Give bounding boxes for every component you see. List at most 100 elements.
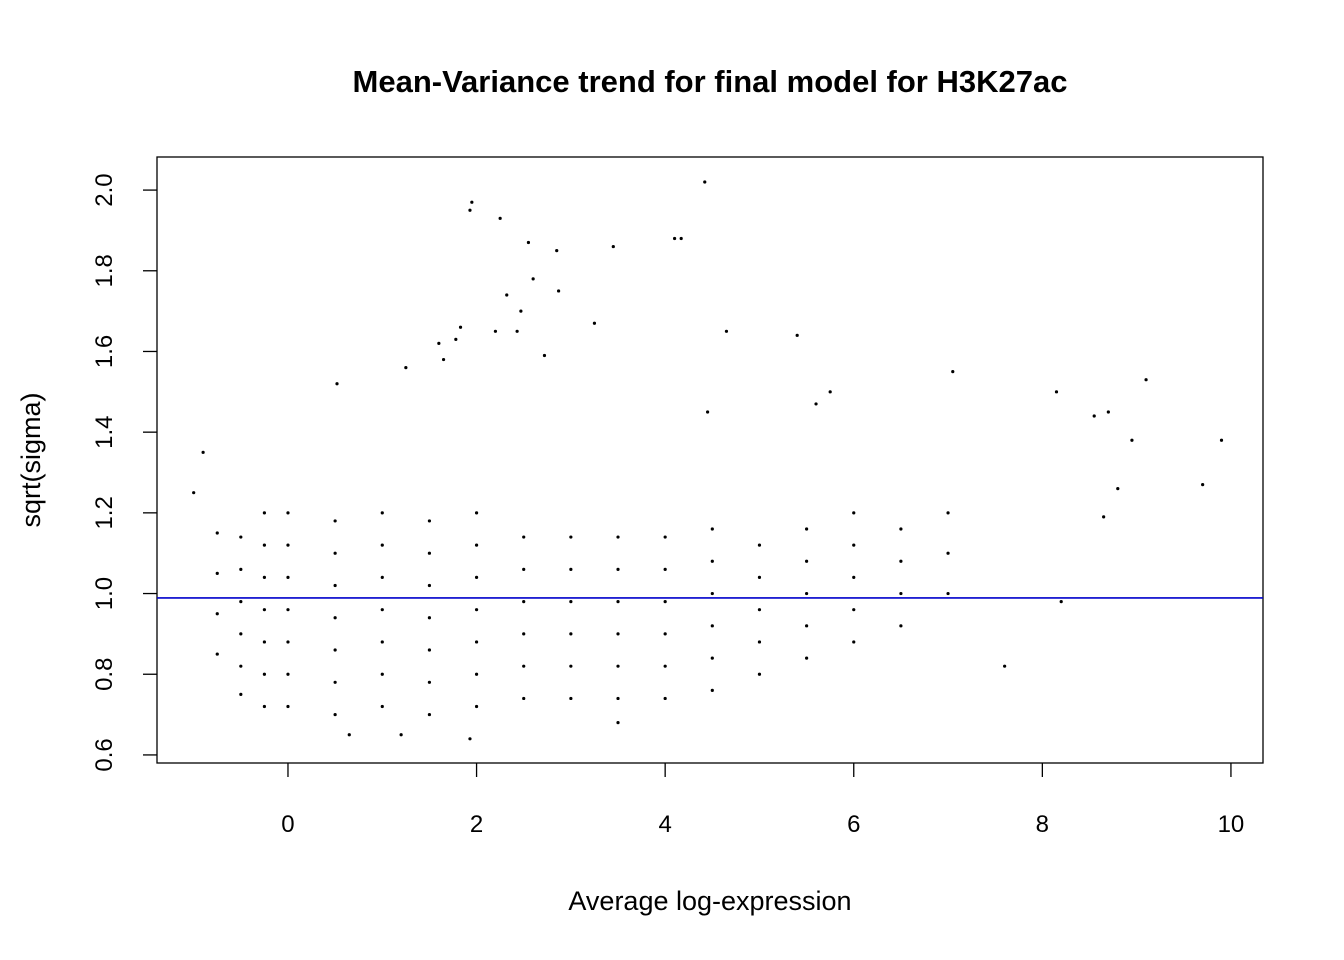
- point: [592, 321, 597, 325]
- point: [705, 410, 710, 414]
- point: [347, 733, 351, 737]
- point: [474, 543, 479, 547]
- point: [519, 309, 523, 313]
- point: [1106, 410, 1110, 414]
- point: [262, 704, 267, 709]
- point: [522, 664, 526, 668]
- point: [852, 511, 856, 515]
- point: [454, 337, 458, 341]
- point: [286, 640, 290, 644]
- y-axis-label: sqrt(sigma): [16, 392, 46, 527]
- point: [805, 656, 809, 660]
- point: [616, 567, 620, 571]
- point: [805, 624, 809, 628]
- point: [710, 559, 714, 563]
- point: [333, 616, 337, 620]
- point: [333, 551, 337, 555]
- point: [1144, 378, 1148, 382]
- point: [663, 632, 667, 636]
- point: [380, 640, 384, 644]
- point: [805, 527, 809, 531]
- point: [663, 696, 667, 701]
- point: [474, 575, 479, 580]
- point: [380, 511, 384, 515]
- point: [663, 664, 667, 668]
- point: [569, 664, 573, 668]
- point: [616, 632, 620, 636]
- point: [679, 236, 683, 241]
- point: [474, 608, 479, 612]
- point: [427, 583, 432, 588]
- point: [262, 511, 267, 515]
- point: [404, 366, 408, 370]
- point: [286, 543, 290, 547]
- point: [286, 608, 290, 612]
- point: [215, 531, 219, 535]
- point: [470, 200, 474, 204]
- point: [757, 672, 762, 676]
- point: [663, 600, 667, 604]
- point: [427, 551, 432, 555]
- y-tick-label: 1.4: [91, 415, 118, 448]
- x-tick-label: 0: [281, 811, 294, 838]
- point: [286, 672, 290, 676]
- point: [946, 591, 950, 596]
- point: [852, 640, 856, 644]
- point: [333, 519, 337, 523]
- point: [380, 543, 384, 547]
- point: [239, 567, 243, 571]
- point: [1092, 414, 1096, 418]
- point: [1059, 600, 1063, 604]
- point: [498, 216, 502, 220]
- point: [522, 632, 526, 636]
- point: [505, 293, 509, 297]
- point: [335, 382, 339, 386]
- point: [814, 402, 818, 406]
- point: [215, 571, 219, 575]
- y-tick-label: 0.6: [91, 738, 118, 771]
- point: [1054, 390, 1059, 394]
- point: [852, 575, 856, 580]
- point: [899, 591, 903, 596]
- point: [474, 672, 479, 676]
- point: [333, 648, 337, 652]
- point: [427, 616, 432, 620]
- point: [616, 664, 620, 668]
- point: [555, 249, 559, 253]
- point: [951, 370, 955, 374]
- point: [333, 680, 337, 684]
- point: [427, 519, 432, 523]
- point: [474, 704, 479, 709]
- point: [239, 600, 243, 604]
- point: [569, 567, 573, 571]
- point: [239, 664, 243, 668]
- y-tick-label: 1.6: [91, 335, 118, 368]
- point: [1201, 483, 1205, 487]
- point: [569, 632, 573, 636]
- point: [852, 543, 856, 547]
- point: [616, 696, 620, 701]
- x-tick-label: 4: [658, 811, 671, 838]
- point: [852, 608, 856, 612]
- x-tick-label: 2: [470, 811, 483, 838]
- point: [201, 450, 205, 454]
- y-tick-label: 1.8: [91, 254, 118, 287]
- point: [663, 535, 667, 539]
- point: [569, 600, 573, 604]
- point: [333, 583, 337, 588]
- point: [724, 329, 729, 333]
- point: [458, 325, 463, 329]
- chart-title: Mean-Variance trend for final model for …: [353, 64, 1068, 99]
- point: [380, 704, 384, 709]
- x-tick-label: 6: [847, 811, 860, 838]
- point: [946, 551, 950, 555]
- point: [710, 624, 714, 628]
- point: [616, 721, 620, 725]
- point: [710, 591, 714, 596]
- point: [710, 656, 714, 660]
- point: [399, 733, 403, 737]
- point: [474, 640, 479, 644]
- point: [215, 612, 219, 616]
- y-tick-label: 1.2: [91, 496, 118, 529]
